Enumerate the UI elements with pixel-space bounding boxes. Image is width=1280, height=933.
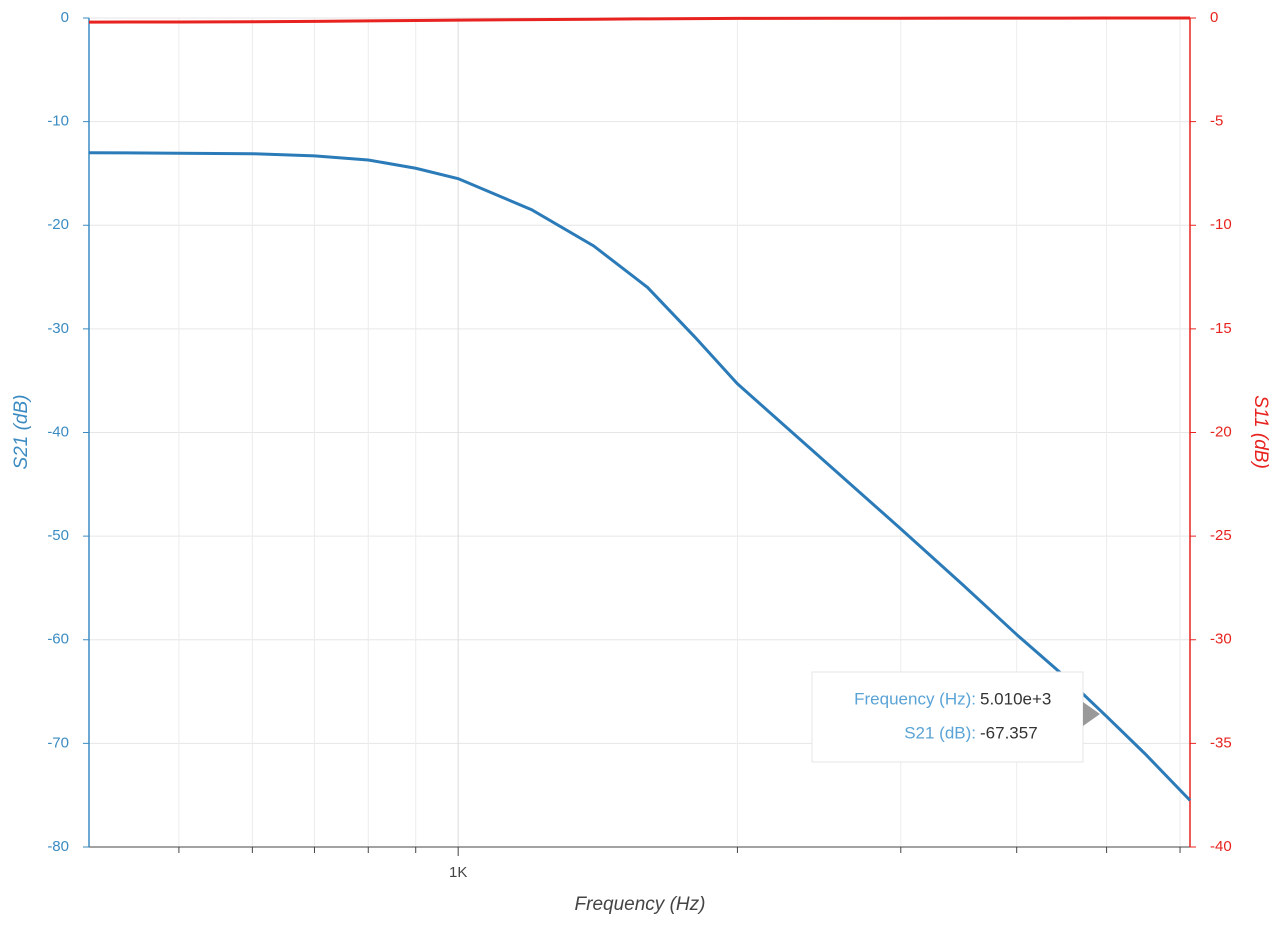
tooltip-value: -67.357 xyxy=(980,723,1038,742)
y-tick-label: -70 xyxy=(47,734,69,751)
y-tick-label: 0 xyxy=(61,9,69,26)
y-tick-label: -30 xyxy=(47,320,69,337)
y-tick-label: -20 xyxy=(47,216,69,233)
tooltip-value: 5.010e+3 xyxy=(980,689,1051,708)
y2-axis-title: S11 (dB) xyxy=(1250,395,1271,469)
y-tick-label: -50 xyxy=(47,527,69,544)
y-tick-label: -60 xyxy=(47,631,69,648)
y2-tick-label: -35 xyxy=(1210,734,1232,751)
y-tick-label: -10 xyxy=(47,113,69,130)
y-axis-title: S21 (dB) xyxy=(11,395,32,470)
y2-tick-label: -15 xyxy=(1210,320,1232,337)
y-tick-label: -80 xyxy=(47,838,69,855)
tooltip-arrow xyxy=(1083,702,1100,726)
x-tick-label: 1K xyxy=(449,864,467,881)
series-line xyxy=(88,151,1192,802)
tooltip-box xyxy=(811,671,1084,763)
tooltip-label: S21 (dB): xyxy=(904,723,976,742)
y2-tick-label: -40 xyxy=(1210,838,1232,855)
y2-tick-label: -25 xyxy=(1210,527,1232,544)
y2-tick-label: 0 xyxy=(1210,9,1218,26)
y-tick-label: -40 xyxy=(47,423,69,440)
series-line xyxy=(88,16,1191,24)
tooltip-label: Frequency (Hz): xyxy=(854,689,976,708)
y2-tick-label: -30 xyxy=(1210,631,1232,648)
y2-tick-label: -10 xyxy=(1210,216,1232,233)
x-axis-title: Frequency (Hz) xyxy=(575,894,706,915)
y2-tick-label: -20 xyxy=(1210,423,1232,440)
y2-tick-label: -5 xyxy=(1210,113,1223,130)
